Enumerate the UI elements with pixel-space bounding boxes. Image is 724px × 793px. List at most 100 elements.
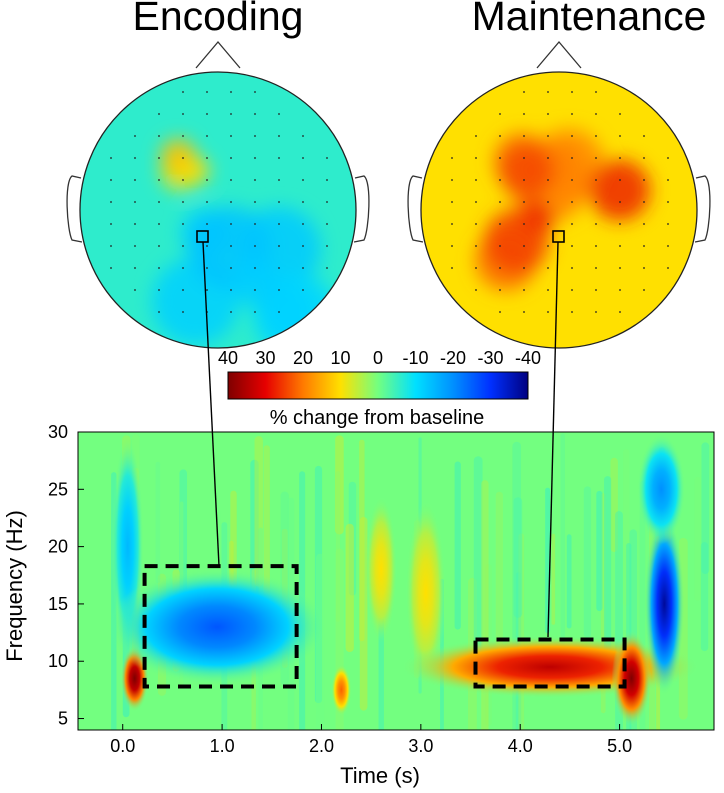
electrode-dot bbox=[475, 245, 477, 247]
electrode-dot bbox=[134, 201, 136, 203]
electrode-dot bbox=[571, 311, 573, 313]
x-tick-label: 4.0 bbox=[508, 736, 533, 756]
electrode-dot bbox=[302, 179, 304, 181]
electrode-dot bbox=[302, 135, 304, 137]
colorbar-tick-label: -40 bbox=[515, 348, 541, 368]
topomap-encoding bbox=[66, 40, 370, 349]
head-ear-left bbox=[407, 175, 424, 243]
electrode-dot bbox=[278, 135, 280, 137]
electrode-dot bbox=[523, 267, 525, 269]
heatmap-texture bbox=[155, 461, 161, 584]
colorbar-tick-label: -10 bbox=[402, 348, 428, 368]
electrode-dot bbox=[278, 157, 280, 159]
electrode-dot bbox=[571, 267, 573, 269]
electrode-dot bbox=[326, 157, 328, 159]
electrode-dot bbox=[230, 201, 232, 203]
electrode-dot bbox=[451, 245, 453, 247]
electrode-dot bbox=[523, 179, 525, 181]
electrode-dot bbox=[595, 223, 597, 225]
electrode-dot bbox=[230, 289, 232, 291]
electrode-dot bbox=[523, 201, 525, 203]
electrode-dot bbox=[110, 157, 112, 159]
heatmap-activation-blob bbox=[365, 496, 397, 643]
y-axis-label: Frequency (Hz) bbox=[2, 510, 27, 662]
electrode-dot bbox=[134, 223, 136, 225]
electrode-dot bbox=[230, 311, 232, 313]
electrode-dot bbox=[206, 245, 208, 247]
electrode-dot bbox=[182, 289, 184, 291]
head-ear-left bbox=[66, 175, 83, 243]
electrode-dot bbox=[206, 157, 208, 159]
electrode-dot bbox=[547, 135, 549, 137]
heatmap-texture bbox=[596, 490, 603, 612]
x-tick-label: 5.0 bbox=[607, 736, 632, 756]
electrode-dot bbox=[206, 91, 208, 93]
electrode-dot bbox=[643, 179, 645, 181]
electrode-dot bbox=[451, 157, 453, 159]
electrode-dot bbox=[547, 113, 549, 115]
electrode-dot bbox=[182, 91, 184, 93]
colorbar-tick-label: 20 bbox=[293, 348, 313, 368]
electrode-dot bbox=[158, 135, 160, 137]
electrode-dot bbox=[619, 311, 621, 313]
electrode-dot bbox=[278, 179, 280, 181]
heatmap-activation-blob bbox=[637, 434, 686, 545]
electrode-dot bbox=[595, 135, 597, 137]
electrode-dot bbox=[302, 245, 304, 247]
electrode-dot bbox=[254, 289, 256, 291]
electrode-marker bbox=[552, 230, 565, 243]
electrode-dot bbox=[595, 179, 597, 181]
electrode-dot bbox=[182, 157, 184, 159]
electrode-dot bbox=[254, 245, 256, 247]
electrode-dot bbox=[499, 201, 501, 203]
electrode-dot bbox=[278, 311, 280, 313]
y-tick-label: 5 bbox=[58, 709, 68, 729]
y-tick-label: 10 bbox=[48, 651, 68, 671]
electrode-dot bbox=[571, 157, 573, 159]
electrode-dot bbox=[547, 311, 549, 313]
heatmap-texture bbox=[623, 449, 630, 606]
electrode-dot bbox=[110, 223, 112, 225]
head-outline bbox=[79, 71, 357, 349]
electrode-dot bbox=[475, 201, 477, 203]
electrode-dot bbox=[182, 223, 184, 225]
topomap-activation bbox=[182, 157, 210, 185]
electrode-dot bbox=[643, 201, 645, 203]
electrode-dot bbox=[230, 91, 232, 93]
x-tick-label: 2.0 bbox=[309, 736, 334, 756]
heatmap-activation-blob bbox=[331, 664, 352, 716]
electrode-dot bbox=[667, 201, 669, 203]
electrode-dot bbox=[643, 223, 645, 225]
electrode-dot bbox=[451, 179, 453, 181]
electrode-dot bbox=[499, 157, 501, 159]
electrode-dot bbox=[547, 91, 549, 93]
electrode-dot bbox=[499, 135, 501, 137]
electrode-dot bbox=[619, 245, 621, 247]
electrode-dot bbox=[134, 157, 136, 159]
electrode-dot bbox=[206, 289, 208, 291]
electrode-dot bbox=[667, 179, 669, 181]
electrode-dot bbox=[595, 157, 597, 159]
y-tick-label: 20 bbox=[48, 537, 68, 557]
x-tick-label: 0.0 bbox=[110, 736, 135, 756]
electrode-dot bbox=[182, 311, 184, 313]
electrode-dot bbox=[254, 311, 256, 313]
electrode-dot bbox=[547, 245, 549, 247]
electrode-dot bbox=[182, 267, 184, 269]
electrode-dot bbox=[619, 223, 621, 225]
electrode-dot bbox=[475, 267, 477, 269]
electrode-dot bbox=[499, 113, 501, 115]
topomap-activation bbox=[230, 258, 280, 307]
heatmap-texture bbox=[454, 461, 461, 630]
electrode-dot bbox=[475, 157, 477, 159]
electrode-dot bbox=[158, 311, 160, 313]
x-tick-label: 3.0 bbox=[408, 736, 433, 756]
electrode-dot bbox=[667, 157, 669, 159]
heatmap-texture bbox=[254, 436, 263, 587]
electrode-dot bbox=[110, 245, 112, 247]
y-tick-label: 25 bbox=[48, 479, 68, 499]
electrode-dot bbox=[619, 289, 621, 291]
electrode-dot bbox=[230, 157, 232, 159]
electrode-dot bbox=[278, 223, 280, 225]
